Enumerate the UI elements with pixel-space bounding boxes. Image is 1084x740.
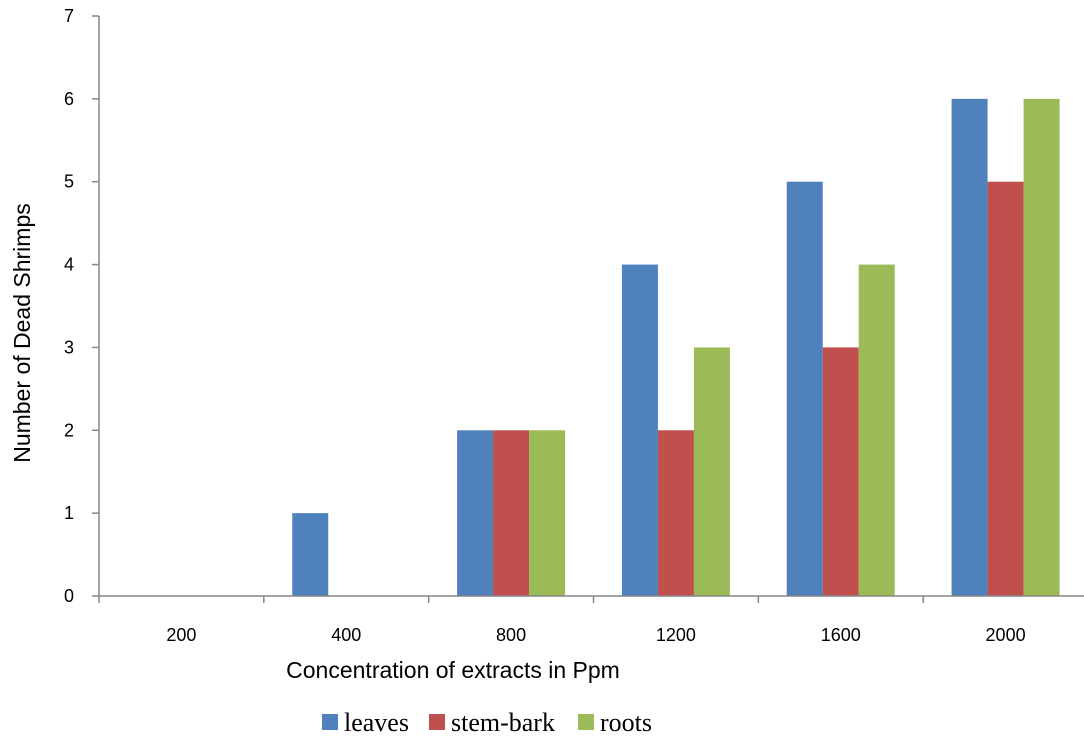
- bars-layer: [292, 98, 1060, 596]
- y-tick-label: 2: [64, 420, 74, 440]
- y-tick-label: 5: [64, 172, 74, 192]
- x-axis-title: Concentration of extracts in Ppm: [286, 657, 620, 683]
- y-tick-label: 7: [64, 6, 74, 26]
- y-tick-label: 0: [64, 586, 74, 606]
- x-tick-label: 400: [331, 625, 361, 645]
- bar-leaves-800: [457, 430, 494, 596]
- bar-stem-bark-1200: [657, 430, 694, 596]
- bar-leaves-400: [292, 513, 329, 596]
- bar-stem-bark-1600: [822, 347, 859, 596]
- x-tick-label: 800: [496, 625, 526, 645]
- bar-leaves-1600: [786, 181, 823, 596]
- ticks-layer: [92, 15, 924, 603]
- bar-roots-2000: [1023, 98, 1060, 596]
- y-tick-label: 1: [64, 503, 74, 523]
- bar-leaves-2000: [951, 98, 988, 596]
- y-axis-title: Number of Dead Shrimps: [9, 203, 35, 463]
- bar-stem-bark-2000: [987, 181, 1024, 596]
- bar-leaves-1200: [621, 264, 658, 596]
- x-tick-label: 1200: [656, 625, 696, 645]
- legend-label-roots: roots: [600, 708, 652, 737]
- x-tick-label: 200: [166, 625, 196, 645]
- bar-roots-1200: [693, 347, 730, 596]
- bar-stem-bark-800: [493, 430, 530, 596]
- x-tick-label: 1600: [821, 625, 861, 645]
- legend-swatch-stem-bark: [429, 714, 445, 730]
- x-tick-label: 2000: [986, 625, 1026, 645]
- legend-label-leaves: leaves: [344, 708, 409, 737]
- y-tick-label: 6: [64, 89, 74, 109]
- legend-label-stem-bark: stem-bark: [451, 708, 555, 737]
- legend: leaves stem-bark roots: [322, 708, 652, 737]
- labels-layer: 0 1 2 3 4 5 6 7 200 400 800 1200 1600 2000: [64, 6, 1026, 645]
- y-tick-label: 3: [64, 337, 74, 357]
- y-tick-label: 4: [64, 255, 74, 275]
- legend-swatch-roots: [578, 714, 594, 730]
- bar-roots-1600: [858, 264, 895, 596]
- bar-roots-800: [529, 430, 566, 596]
- legend-swatch-leaves: [322, 714, 338, 730]
